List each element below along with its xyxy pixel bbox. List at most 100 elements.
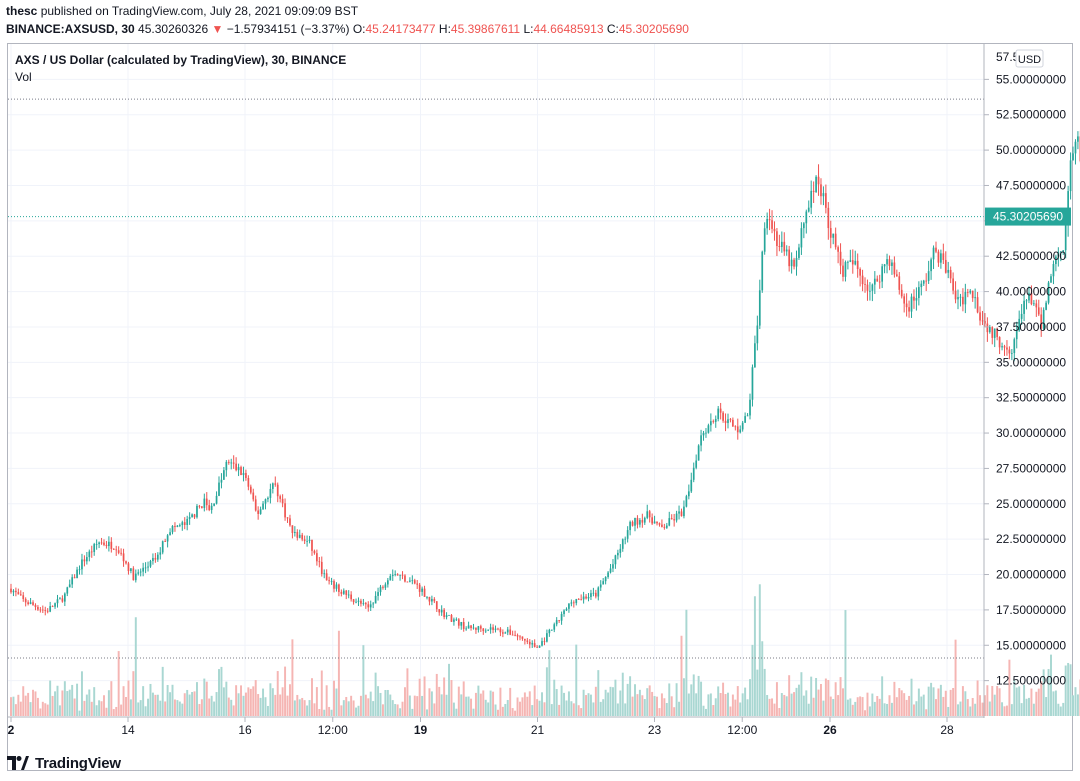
candle-body: [83, 559, 86, 562]
volume-bar: [144, 706, 147, 716]
volume-bar: [1042, 669, 1045, 716]
chart-frame: [7, 43, 1073, 771]
candle-body: [240, 467, 242, 476]
volume-bar: [648, 685, 651, 716]
volume-bar: [347, 701, 350, 716]
volume-bar: [631, 696, 634, 716]
candle-body: [63, 593, 66, 602]
candle-body: [996, 328, 999, 338]
candle-body: [448, 614, 450, 616]
candle-body: [621, 539, 624, 549]
volume-bar: [741, 693, 744, 716]
candle-body: [499, 628, 502, 633]
candle-body: [139, 571, 142, 573]
volume-bar: [1001, 702, 1004, 716]
volume-bar: [298, 699, 301, 716]
candle-body: [215, 495, 218, 504]
volume-bar: [176, 700, 179, 716]
candle-body: [849, 260, 852, 262]
candle-body: [416, 583, 419, 585]
close-value: 45.30205690: [618, 22, 689, 36]
y-tick-label: 47.50000000: [996, 178, 1066, 192]
candle-body: [19, 594, 22, 596]
candle-body: [264, 499, 267, 504]
volume-bar: [492, 691, 495, 716]
volume-bar: [900, 690, 903, 716]
marker-lines: [8, 98, 984, 659]
volume-bar: [301, 697, 304, 716]
volume-bar: [555, 689, 558, 716]
volume-bar: [479, 693, 482, 716]
candle-body: [457, 619, 460, 626]
candle-body: [543, 641, 546, 642]
candle-body: [1045, 302, 1047, 310]
candle-body: [683, 506, 685, 517]
candle-body: [665, 525, 668, 528]
volume-bar: [355, 707, 358, 716]
candle-body: [648, 511, 651, 518]
candle-body: [120, 552, 122, 554]
volume-bar: [1015, 687, 1018, 716]
volume-bar: [230, 699, 233, 716]
volume-bar: [105, 707, 108, 716]
volume-bar: [262, 688, 265, 716]
volume-bar: [729, 706, 732, 716]
candle-body: [986, 323, 989, 333]
candle-body: [710, 421, 712, 426]
legend-vol: Vol: [15, 70, 32, 84]
candle-body: [971, 290, 974, 299]
candle-body: [27, 602, 29, 604]
candle-body: [959, 296, 962, 298]
volume-bar: [523, 692, 526, 716]
volume-bar: [41, 701, 44, 716]
candle-body: [653, 521, 656, 524]
volume-bar: [886, 703, 889, 716]
candle-body: [1015, 330, 1018, 340]
volume-bar: [1035, 691, 1038, 716]
candle-body: [692, 467, 695, 480]
candle-body: [553, 624, 556, 630]
candle-body: [866, 284, 869, 291]
candle-body: [90, 551, 93, 553]
volume-bar: [161, 666, 164, 716]
candle-body: [308, 539, 311, 541]
volume-bar: [692, 674, 695, 716]
volume-bar: [315, 687, 318, 716]
volume-bar: [756, 669, 759, 716]
candle-body: [262, 503, 264, 510]
candle-body: [372, 603, 375, 605]
volume-bar: [1023, 684, 1026, 716]
candle-body: [1052, 264, 1055, 277]
candle-body: [377, 592, 379, 596]
volume-bar: [1030, 688, 1033, 716]
candle-body: [974, 297, 976, 299]
candle-body: [587, 596, 590, 599]
candle-body: [805, 211, 808, 224]
y-tick-label: 25.00000000: [996, 497, 1066, 511]
volume-bar: [712, 705, 715, 716]
volume-bar: [541, 692, 543, 716]
volume-bar: [797, 684, 800, 716]
volume-bar: [403, 687, 406, 716]
candle-body: [920, 283, 923, 288]
volume-bar: [922, 694, 925, 716]
volume-bar: [993, 694, 996, 716]
volume-bar: [751, 644, 754, 716]
candle-body: [668, 518, 671, 526]
volume-bar: [386, 689, 389, 716]
candle-body: [440, 609, 443, 613]
candle-body: [369, 604, 372, 608]
volume-bar: [944, 690, 947, 716]
candle-body: [511, 634, 514, 636]
volume-bar: [988, 701, 991, 716]
volume-bar: [293, 700, 296, 716]
currency-badge[interactable]: [1015, 49, 1044, 68]
candle-body: [350, 594, 352, 600]
candle-body: [944, 259, 947, 273]
candle-body: [134, 573, 137, 581]
candle-body: [932, 247, 935, 260]
candle-body: [991, 327, 994, 338]
volume-bar: [328, 706, 331, 716]
volume-bar: [455, 708, 458, 716]
